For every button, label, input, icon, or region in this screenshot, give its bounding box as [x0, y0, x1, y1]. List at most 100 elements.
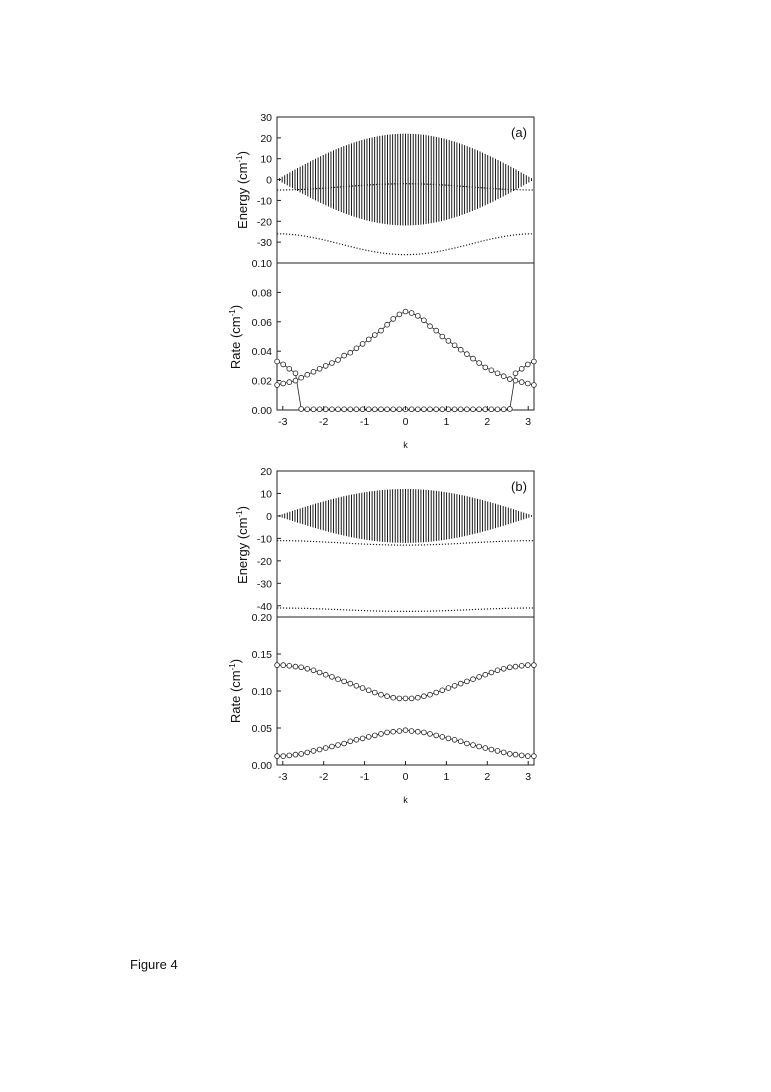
rate-data-point	[457, 346, 464, 353]
rate-data-point	[304, 371, 311, 378]
rate-data-point	[476, 360, 482, 366]
rate-data-point	[298, 374, 305, 381]
y-tick-label: 30	[260, 112, 272, 124]
rate-data-point	[518, 365, 525, 372]
x-tick-label: -2	[319, 416, 328, 428]
rate-data-point	[421, 729, 427, 736]
rate-data-point	[292, 663, 299, 670]
rate-data-point	[506, 664, 513, 671]
rate-data-point	[408, 406, 415, 413]
rate-data-point	[402, 727, 409, 733]
rate-data-point	[390, 728, 397, 735]
rate-data-point	[506, 751, 513, 757]
rate-data-point	[414, 728, 421, 735]
rate-data-point	[274, 358, 280, 365]
rate-data-point	[322, 745, 329, 751]
y-tick-label: 0.15	[252, 649, 273, 661]
rate-data-point	[335, 406, 341, 413]
rate-data-point	[371, 406, 378, 413]
x-tick-label: 2	[484, 771, 490, 783]
rate-data-point	[506, 376, 513, 382]
x-tick-label: 0	[403, 771, 409, 783]
x-tick-label: 2	[484, 416, 490, 428]
y-tick-label: 20	[260, 133, 272, 145]
rate-data-point	[378, 327, 384, 334]
rate-data-point	[482, 671, 489, 678]
rate-data-point	[439, 406, 446, 413]
rate-data-point	[414, 313, 421, 319]
rate-data-point	[292, 370, 299, 377]
x-tick-label: 1	[443, 771, 449, 783]
x-axis-label: k	[403, 440, 408, 450]
rate-data-point	[298, 751, 305, 757]
y-tick-label: -30	[257, 237, 272, 249]
rate-data-point	[524, 380, 531, 387]
rate-data-point	[390, 406, 397, 413]
rate-data-point	[310, 368, 317, 375]
rate-data-point	[421, 406, 427, 413]
rate-data-point	[304, 406, 311, 413]
rate-data-point	[280, 753, 287, 759]
rate-data-point	[457, 738, 464, 745]
y-tick-label: 0.06	[252, 317, 273, 329]
rate-data-point	[408, 728, 415, 734]
rate-data-point	[494, 667, 501, 674]
rate-data-point	[384, 693, 390, 699]
rate-data-point	[396, 406, 403, 413]
rate-data-point	[464, 678, 470, 685]
y-tick-label: 0.02	[252, 376, 273, 388]
rate-data-point	[494, 370, 501, 377]
energy-series-line	[277, 607, 534, 612]
rate-data-point	[316, 365, 323, 372]
rate-data-point	[384, 321, 390, 328]
rate-data-point	[451, 406, 458, 413]
rate-data-point	[322, 671, 329, 678]
y-tick-label: 0.20	[252, 612, 273, 624]
rate-data-point	[396, 311, 403, 318]
rate-data-point	[316, 669, 323, 676]
rate-data-point	[335, 742, 341, 748]
x-tick-label: -3	[278, 771, 287, 783]
rate-data-point	[353, 345, 360, 352]
rate-data-point	[353, 736, 360, 743]
rate-data-point	[384, 406, 390, 413]
rate-data-point	[378, 691, 384, 698]
rate-data-point	[378, 731, 384, 737]
rate-data-point	[298, 664, 305, 671]
rate-data-point	[494, 406, 501, 413]
y-tick-label: 0.10	[252, 686, 273, 698]
rate-plot-frame	[276, 262, 535, 411]
rate-data-point	[470, 676, 476, 682]
rate-data-point	[384, 729, 390, 736]
rate-data-point	[322, 363, 329, 369]
rate-data-point	[304, 749, 311, 756]
rate-data-point	[310, 667, 317, 674]
energy-series-line	[277, 540, 534, 546]
rate-data-point	[280, 662, 287, 668]
rate-data-point	[378, 406, 384, 413]
rate-data-point	[524, 662, 531, 668]
rate-data-point	[329, 360, 335, 366]
rate-data-point	[482, 745, 489, 751]
rate-data-point	[341, 740, 347, 747]
y-tick-label: -20	[257, 556, 272, 568]
rate-data-point	[445, 338, 452, 344]
rate-data-point	[335, 676, 341, 682]
rate-data-point	[365, 336, 372, 343]
x-tick-label: 0	[403, 416, 409, 428]
rate-data-point	[476, 674, 482, 680]
rate-data-point	[280, 380, 287, 387]
exciton-band	[279, 133, 532, 226]
rate-data-point	[390, 316, 397, 322]
rate-data-point	[464, 740, 470, 747]
x-tick-label: 1	[443, 416, 449, 428]
rate-data-point	[298, 406, 305, 412]
rate-data-point	[341, 352, 347, 359]
rate-data-point	[524, 753, 531, 759]
figure-caption: Figure 4	[130, 957, 178, 972]
rate-data-point	[353, 682, 360, 689]
rate-data-point	[286, 752, 293, 759]
rate-data-point	[365, 734, 372, 740]
rate-data-point	[451, 682, 458, 689]
rate-data-point	[476, 743, 482, 750]
